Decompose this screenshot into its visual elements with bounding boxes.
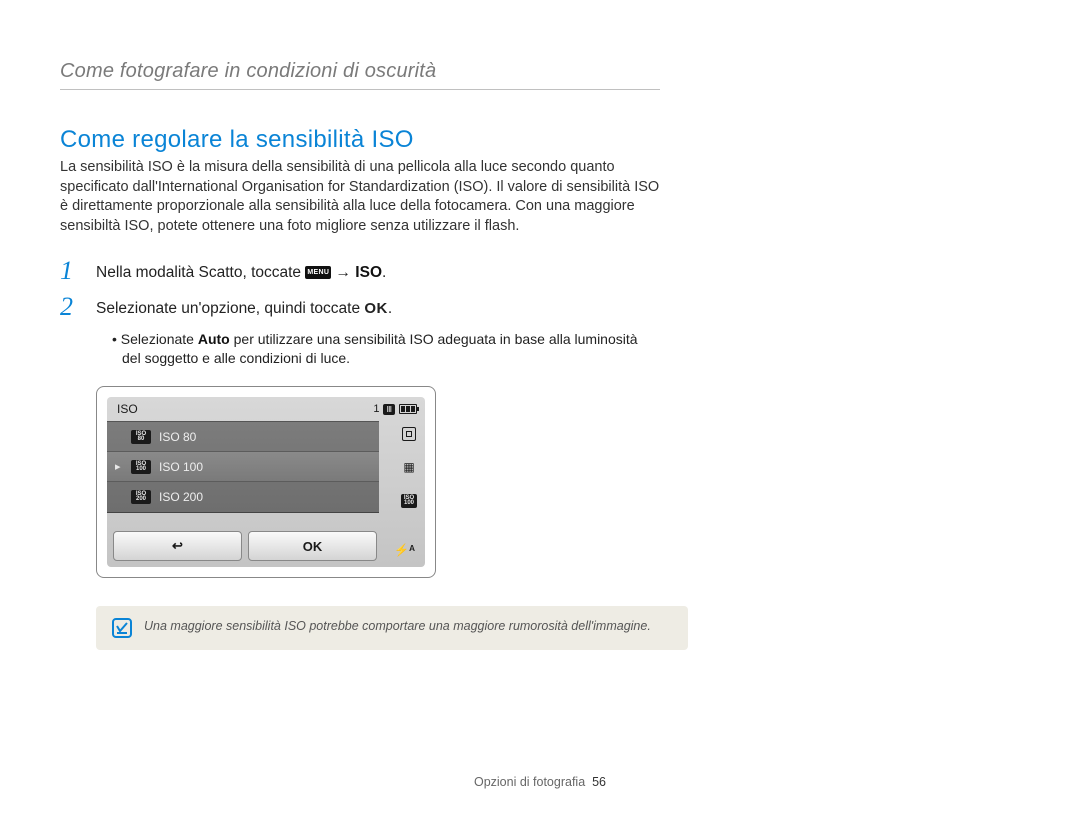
step-1: 1 Nella modalità Scatto, toccate MENU → …	[60, 258, 660, 284]
step-2: 2 Selezionate un'opzione, quindi toccate…	[60, 294, 660, 320]
chapter-title: Come fotografare in condizioni di oscuri…	[60, 60, 660, 83]
lcd-shot-count: 1	[373, 403, 379, 415]
bullet-dot	[112, 331, 121, 347]
step-list: 1 Nella modalità Scatto, toccate MENU → …	[60, 258, 660, 368]
ok-glyph: OK	[364, 300, 388, 317]
iso-option[interactable]: ISO100 ISO 100	[107, 452, 379, 482]
lcd-title: ISO	[117, 402, 138, 416]
bullet-bold: Auto	[198, 331, 230, 347]
page-footer: Opzioni di fotografia 56	[0, 775, 1080, 789]
flash-auto-icon: ⚡ᴬ	[394, 543, 415, 557]
step-1-post: .	[382, 264, 386, 281]
section-title: Come regolare la sensibilità ISO	[60, 126, 660, 154]
step-2-body: Selezionate un'opzione, quindi toccate O…	[96, 294, 660, 320]
step-1-pre: Nella modalità Scatto, toccate	[96, 264, 305, 281]
manual-page: Come fotografare in condizioni di oscuri…	[0, 0, 1080, 815]
iso-chip-icon: ISO80	[131, 430, 151, 444]
chapter-header: Come fotografare in condizioni di oscuri…	[60, 60, 660, 90]
camera-lcd-frame: ISO 1 Ⅲ ISO80ISO 80ISO100ISO 100ISO200IS…	[96, 386, 436, 578]
overlay-icon	[402, 427, 416, 441]
note-icon	[112, 618, 132, 638]
lcd-bottom-bar: ↩ OK	[113, 531, 377, 561]
camera-lcd: ISO 1 Ⅲ ISO80ISO 80ISO100ISO 100ISO200IS…	[107, 397, 425, 567]
ok-button[interactable]: OK	[248, 531, 377, 561]
step-1-arrow: →	[335, 264, 355, 281]
step-2-pre: Selezionate un'opzione, quindi toccate	[96, 300, 364, 317]
info-note: Una maggiore sensibilità ISO potrebbe co…	[96, 606, 688, 650]
lcd-side-icons: ▦ ISO100	[401, 427, 417, 509]
step-2-bullet: Selezionate Auto per utilizzare una sens…	[112, 330, 652, 368]
step-number: 2	[60, 294, 96, 320]
chapter-divider	[60, 89, 660, 90]
step-number: 1	[60, 258, 96, 284]
iso-side-icon: ISO100	[401, 493, 417, 509]
lcd-header-right: 1 Ⅲ	[373, 403, 417, 415]
back-button[interactable]: ↩	[113, 531, 242, 561]
step-1-body: Nella modalità Scatto, toccate MENU → IS…	[96, 258, 660, 284]
step-2-post: .	[388, 300, 392, 317]
histogram-icon: ▦	[401, 459, 417, 475]
footer-label: Opzioni di fotografia	[474, 775, 585, 789]
iso-chip-icon: ISO100	[131, 460, 151, 474]
size-badge-icon: Ⅲ	[383, 404, 395, 415]
battery-icon	[399, 404, 417, 414]
iso-option[interactable]: ISO80 ISO 80	[107, 422, 379, 452]
lcd-header: ISO 1 Ⅲ	[107, 397, 425, 420]
step-1-target: ISO	[355, 264, 382, 281]
iso-option-label: ISO 80	[159, 430, 196, 444]
iso-option[interactable]: ISO200 ISO 200	[107, 482, 379, 512]
iso-option-label: ISO 200	[159, 490, 203, 504]
menu-icon: MENU	[305, 266, 331, 279]
iso-chip-icon: ISO200	[131, 490, 151, 504]
page-number: 56	[592, 775, 606, 789]
note-text: Una maggiore sensibilità ISO potrebbe co…	[144, 618, 651, 635]
iso-option-label: ISO 100	[159, 460, 203, 474]
bullet-pre: Selezionate	[121, 331, 198, 347]
intro-paragraph: La sensibilità ISO è la misura della sen…	[60, 158, 660, 236]
iso-list: ISO80 ISO 80 ISO100 ISO 100 ISO200 ISO 200	[107, 421, 379, 513]
